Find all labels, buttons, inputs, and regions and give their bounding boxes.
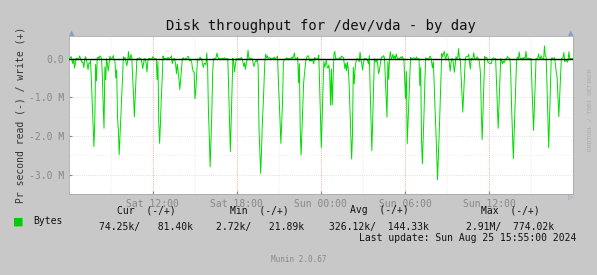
Text: ▲: ▲ bbox=[69, 30, 74, 36]
Text: Avg  (-/+): Avg (-/+) bbox=[350, 205, 408, 215]
Text: RRDTOOL / TOBI OETIKER: RRDTOOL / TOBI OETIKER bbox=[587, 69, 592, 151]
Text: Min  (-/+): Min (-/+) bbox=[230, 205, 289, 215]
Text: 74.25k/   81.40k: 74.25k/ 81.40k bbox=[99, 222, 193, 232]
Title: Disk throughput for /dev/vda - by day: Disk throughput for /dev/vda - by day bbox=[166, 19, 476, 33]
Text: ■: ■ bbox=[13, 216, 24, 226]
Text: Last update: Sun Aug 25 15:55:00 2024: Last update: Sun Aug 25 15:55:00 2024 bbox=[359, 233, 576, 243]
Text: Munin 2.0.67: Munin 2.0.67 bbox=[271, 255, 326, 264]
Text: 326.12k/  144.33k: 326.12k/ 144.33k bbox=[329, 222, 429, 232]
Y-axis label: Pr second read (-) / write (+): Pr second read (-) / write (+) bbox=[16, 27, 26, 203]
Text: ▷: ▷ bbox=[568, 194, 573, 200]
Text: Max  (-/+): Max (-/+) bbox=[481, 205, 540, 215]
Text: Cur  (-/+): Cur (-/+) bbox=[117, 205, 176, 215]
Text: ▲: ▲ bbox=[568, 30, 573, 36]
Text: 2.72k/   21.89k: 2.72k/ 21.89k bbox=[216, 222, 304, 232]
Text: 2.91M/  774.02k: 2.91M/ 774.02k bbox=[466, 222, 555, 232]
Text: Bytes: Bytes bbox=[33, 216, 62, 226]
